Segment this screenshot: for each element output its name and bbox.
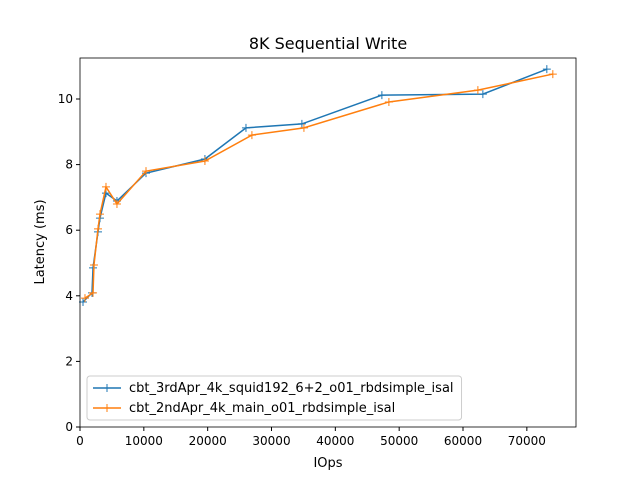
data-point <box>89 288 98 297</box>
data-point <box>247 131 256 140</box>
x-axis-label: IOps <box>313 456 342 471</box>
data-point <box>297 119 306 128</box>
chart-title: 8K Sequential Write <box>249 34 407 53</box>
data-point <box>377 91 386 100</box>
y-tick-label: 8 <box>65 158 73 172</box>
series-line <box>84 73 553 299</box>
data-point <box>478 90 487 99</box>
data-point <box>200 156 209 165</box>
y-tick-label: 2 <box>65 354 73 368</box>
y-tick-label: 10 <box>58 92 73 106</box>
legend-marker <box>103 404 111 412</box>
y-tick-label: 6 <box>65 223 73 237</box>
x-tick-label: 10000 <box>125 434 163 448</box>
data-point <box>89 260 98 269</box>
data-point <box>299 123 308 132</box>
y-tick-label: 4 <box>65 289 73 303</box>
series-line <box>82 68 548 303</box>
data-point <box>142 167 151 176</box>
axes-frame <box>79 57 577 428</box>
x-tick-label: 60000 <box>444 434 482 448</box>
y-axis-label: Latency (ms) <box>33 199 48 284</box>
x-tick-label: 50000 <box>380 434 418 448</box>
legend-label: cbt_2ndApr_4k_main_o01_rbdsimple_isal <box>129 401 395 416</box>
data-point <box>80 294 89 303</box>
data-point <box>548 70 557 79</box>
legend-label: cbt_3rdApr_4k_squid192_6+2_o01_rbdsimple… <box>129 381 454 396</box>
legend-marker <box>103 384 111 392</box>
x-tick-label: 20000 <box>189 434 227 448</box>
data-point <box>112 199 121 208</box>
legend-box <box>86 375 463 421</box>
x-tick-label: 40000 <box>316 434 354 448</box>
legend: cbt_3rdApr_4k_squid192_6+2_o01_rbdsimple… <box>86 375 463 421</box>
data-point <box>95 210 104 219</box>
data-point <box>241 123 250 132</box>
x-tick-label: 70000 <box>508 434 546 448</box>
y-tick-label: 0 <box>65 420 73 434</box>
x-tick-label: 0 <box>76 434 84 448</box>
x-tick-label: 30000 <box>252 434 290 448</box>
data-point <box>101 182 110 191</box>
data-point <box>473 86 482 95</box>
data-point <box>542 65 551 74</box>
data-point <box>94 224 103 233</box>
data-point <box>384 97 393 106</box>
